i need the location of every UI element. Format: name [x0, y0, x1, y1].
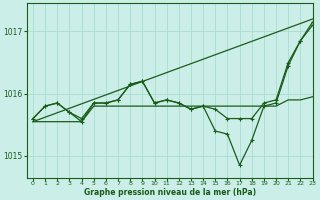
- X-axis label: Graphe pression niveau de la mer (hPa): Graphe pression niveau de la mer (hPa): [84, 188, 256, 197]
